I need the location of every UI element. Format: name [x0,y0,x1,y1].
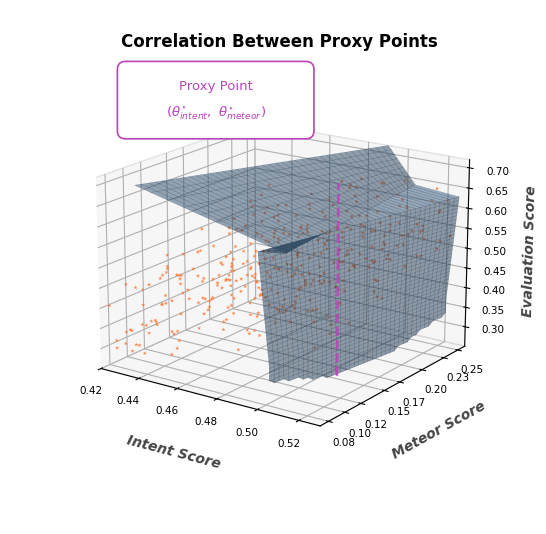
Text: Proxy Point: Proxy Point [179,80,253,93]
Title: Correlation Between Proxy Points: Correlation Between Proxy Points [121,34,438,51]
X-axis label: Intent Score: Intent Score [126,433,222,471]
FancyBboxPatch shape [117,61,314,139]
Text: $(\theta^{\star}_{intent},\ \theta^{\star}_{meteor})$: $(\theta^{\star}_{intent},\ \theta^{\sta… [165,105,266,122]
Y-axis label: Meteor Score: Meteor Score [389,399,488,462]
